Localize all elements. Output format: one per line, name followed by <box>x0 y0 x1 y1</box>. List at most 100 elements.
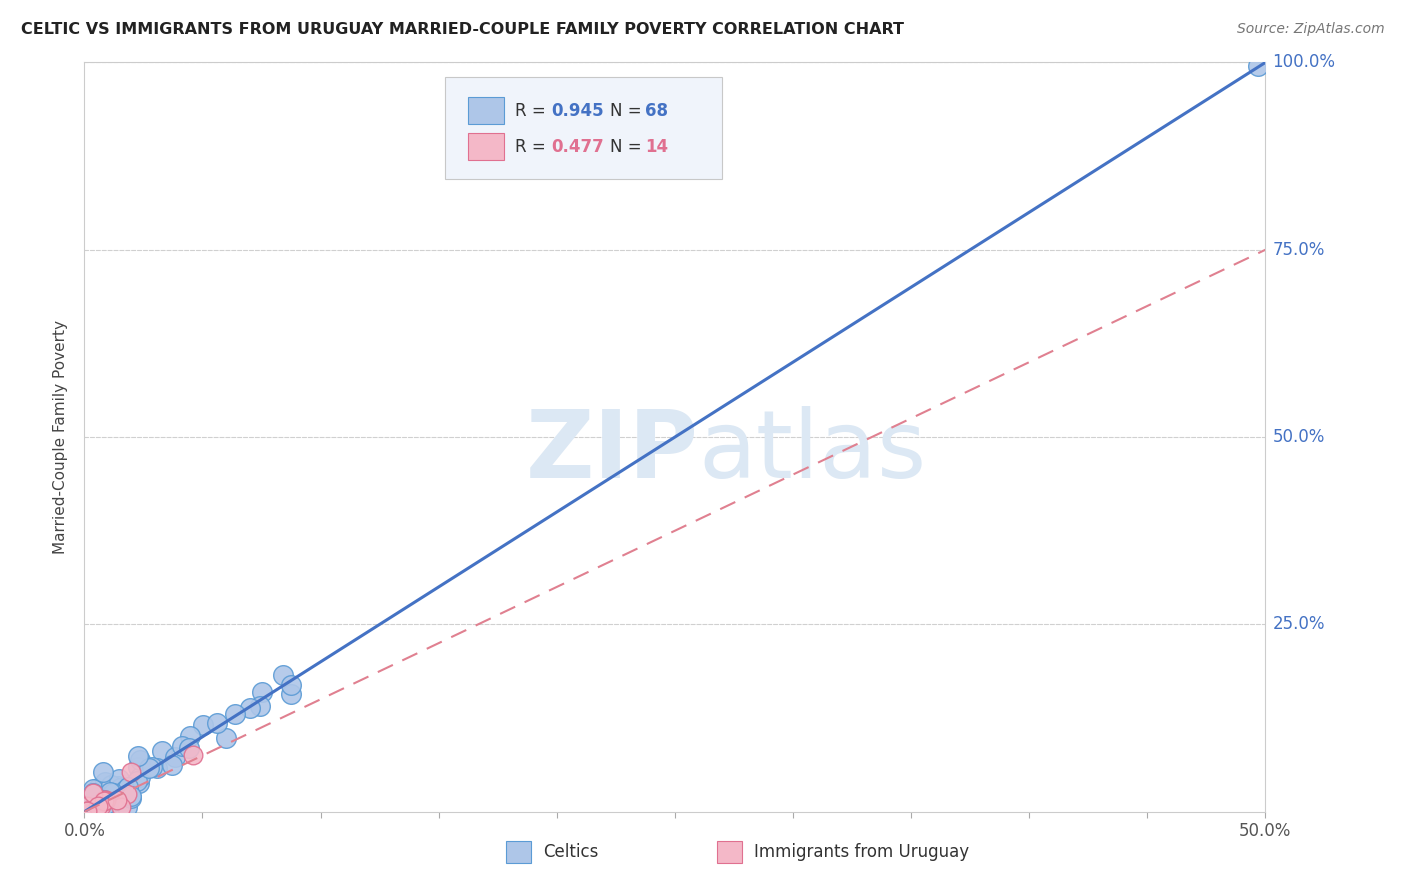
Point <box>280 678 302 692</box>
Point <box>84 804 107 818</box>
Point <box>96 793 118 807</box>
Point <box>146 761 169 775</box>
Point <box>76 804 98 818</box>
Point <box>76 804 98 818</box>
Point <box>215 731 238 746</box>
Text: 0.945: 0.945 <box>551 102 603 120</box>
Text: N =: N = <box>610 102 647 120</box>
Text: CELTIC VS IMMIGRANTS FROM URUGUAY MARRIED-COUPLE FAMILY POVERTY CORRELATION CHAR: CELTIC VS IMMIGRANTS FROM URUGUAY MARRIE… <box>21 22 904 37</box>
Point <box>273 668 295 682</box>
Point <box>76 804 98 818</box>
Point <box>127 773 149 788</box>
Point <box>179 729 201 743</box>
Point <box>87 780 110 795</box>
Point <box>96 790 118 805</box>
Point <box>97 790 120 805</box>
Point <box>110 800 132 814</box>
Text: ZIP: ZIP <box>526 406 699 498</box>
Point <box>77 798 100 813</box>
Point <box>90 799 112 814</box>
Text: Celtics: Celtics <box>543 843 598 861</box>
Point <box>207 715 229 730</box>
Point <box>224 707 246 722</box>
Point <box>107 780 129 794</box>
Point <box>94 804 117 818</box>
Point <box>117 787 139 801</box>
Point <box>280 687 302 701</box>
Text: 100.0%: 100.0% <box>1272 54 1336 71</box>
Point <box>191 718 214 732</box>
Point <box>249 698 271 713</box>
Point <box>165 750 187 764</box>
Point <box>128 775 150 789</box>
Point <box>91 765 114 780</box>
Point <box>94 787 117 801</box>
Point <box>127 749 149 764</box>
Point <box>77 804 100 818</box>
Text: R =: R = <box>516 138 551 156</box>
Point <box>76 804 98 818</box>
Text: R =: R = <box>516 102 551 120</box>
Text: atlas: atlas <box>699 406 927 498</box>
FancyBboxPatch shape <box>468 97 503 124</box>
Point <box>120 789 142 803</box>
Point <box>93 774 115 789</box>
Point <box>83 804 105 818</box>
Point <box>86 797 108 812</box>
Point <box>141 760 163 774</box>
Point <box>107 772 129 786</box>
Point <box>79 798 101 813</box>
Point <box>120 791 142 805</box>
Point <box>129 770 152 784</box>
Point <box>91 790 114 805</box>
Text: N =: N = <box>610 138 647 156</box>
Text: 14: 14 <box>645 138 668 156</box>
Point <box>76 799 98 814</box>
Point <box>1247 59 1270 73</box>
Text: 75.0%: 75.0% <box>1272 241 1324 259</box>
FancyBboxPatch shape <box>468 134 503 161</box>
Point <box>177 740 200 755</box>
Text: 68: 68 <box>645 102 668 120</box>
Point <box>117 780 139 794</box>
Point <box>76 799 98 814</box>
Point <box>80 804 103 818</box>
Point <box>120 764 142 779</box>
Point <box>79 795 101 809</box>
Text: Immigrants from Uruguay: Immigrants from Uruguay <box>754 843 969 861</box>
Point <box>162 757 184 772</box>
FancyBboxPatch shape <box>444 78 723 178</box>
Point <box>76 804 98 818</box>
Point <box>87 798 110 813</box>
Point <box>150 744 173 758</box>
Text: 0.477: 0.477 <box>551 138 603 156</box>
Point <box>93 793 115 807</box>
Point <box>115 800 138 814</box>
Point <box>110 780 132 795</box>
Point <box>117 784 139 798</box>
Text: 25.0%: 25.0% <box>1272 615 1324 633</box>
Point <box>82 781 104 796</box>
Point <box>100 778 122 792</box>
Point <box>93 793 115 807</box>
Point <box>86 786 108 800</box>
Point <box>101 795 124 809</box>
Point <box>114 782 136 797</box>
Point <box>83 802 105 816</box>
Point <box>94 797 117 811</box>
Point <box>181 748 204 763</box>
Point <box>84 797 107 812</box>
Point <box>93 794 115 808</box>
Point <box>103 786 125 800</box>
Point <box>82 786 104 800</box>
Point <box>138 761 160 775</box>
Point <box>170 739 193 753</box>
Y-axis label: Married-Couple Family Poverty: Married-Couple Family Poverty <box>53 320 69 554</box>
Point <box>128 753 150 767</box>
Point <box>105 793 128 807</box>
Point <box>239 701 262 715</box>
Point <box>127 760 149 774</box>
Point <box>250 685 273 699</box>
Text: 50.0%: 50.0% <box>1272 428 1324 446</box>
Text: Source: ZipAtlas.com: Source: ZipAtlas.com <box>1237 22 1385 37</box>
